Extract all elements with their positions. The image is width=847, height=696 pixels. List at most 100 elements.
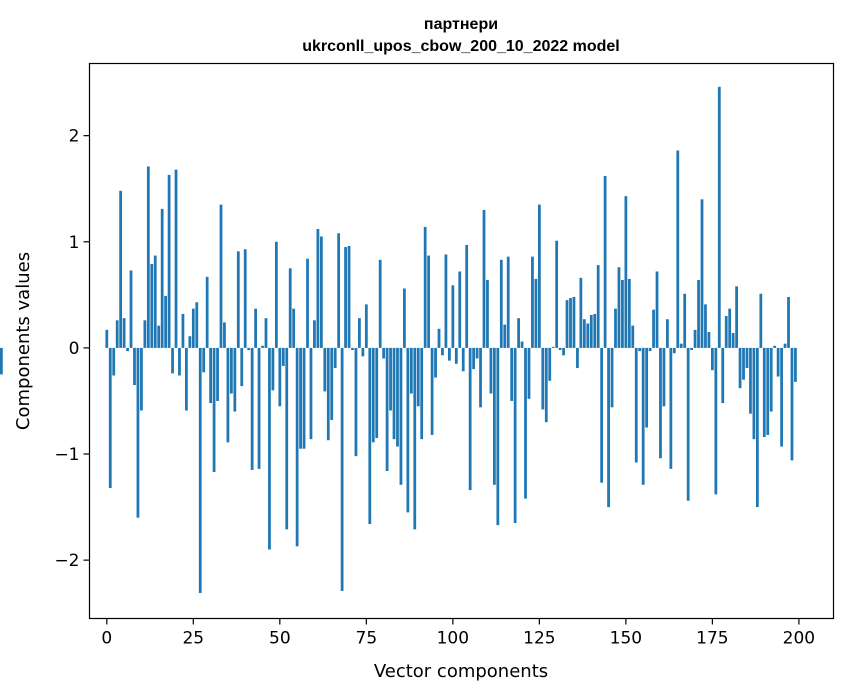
- bar: [406, 347, 410, 513]
- bar: [492, 347, 496, 485]
- bar: [354, 347, 358, 457]
- bar: [323, 347, 327, 392]
- bar: [534, 278, 538, 348]
- bar: [576, 347, 579, 369]
- chart-title: партнери: [424, 16, 498, 33]
- bar: [690, 347, 694, 351]
- bar: [717, 86, 721, 348]
- bar: [319, 236, 323, 348]
- x-tick-label: 200: [783, 629, 815, 649]
- bar: [603, 175, 607, 348]
- bar: [672, 347, 676, 354]
- bar: [517, 318, 520, 348]
- bar: [371, 347, 375, 443]
- bar: [465, 244, 469, 348]
- y-tick-label: 2: [69, 127, 80, 147]
- bar: [759, 293, 763, 348]
- bar: [416, 347, 420, 407]
- bar: [738, 347, 742, 389]
- bar: [676, 150, 680, 348]
- bar: [288, 268, 292, 348]
- bar: [375, 347, 379, 439]
- bar: [229, 347, 233, 394]
- bar: [704, 304, 707, 348]
- bar: [645, 347, 649, 428]
- bar: [420, 347, 424, 440]
- bar: [326, 347, 330, 441]
- bar: [652, 309, 655, 348]
- x-tick-label: 75: [356, 629, 378, 649]
- bar: [742, 347, 745, 380]
- bar: [697, 279, 700, 348]
- bar: [655, 271, 659, 348]
- bar: [627, 278, 631, 348]
- bar: [281, 347, 285, 366]
- bar: [610, 347, 614, 408]
- bar: [333, 347, 337, 369]
- bar: [496, 347, 500, 526]
- bar: [285, 347, 289, 530]
- bar: [513, 347, 517, 523]
- bar: [292, 308, 296, 348]
- bar: [268, 347, 271, 550]
- bar: [724, 316, 728, 348]
- bar: [181, 313, 185, 348]
- bar: [191, 308, 195, 348]
- bar: [520, 341, 524, 348]
- bar: [544, 347, 548, 423]
- bar: [361, 347, 365, 357]
- bar: [776, 347, 780, 377]
- bar: [340, 347, 344, 591]
- y-tick-label: −1: [54, 445, 79, 465]
- bar: [679, 343, 683, 348]
- bar: [295, 347, 299, 547]
- bar: [790, 347, 794, 461]
- bar: [271, 347, 275, 391]
- bar: [178, 347, 181, 376]
- bar: [710, 347, 714, 371]
- bar: [607, 347, 610, 508]
- bar: [669, 347, 673, 469]
- bar: [783, 343, 787, 348]
- bar: [167, 174, 171, 348]
- bar: [714, 347, 718, 495]
- bar: [780, 347, 783, 447]
- bar: [337, 233, 341, 348]
- bar: [219, 204, 223, 348]
- bar: [126, 347, 129, 352]
- bar: [437, 328, 441, 348]
- bar: [264, 318, 268, 348]
- x-tick-label: 150: [610, 629, 642, 649]
- bar: [226, 347, 230, 443]
- bar: [233, 347, 237, 412]
- bar: [558, 347, 562, 351]
- bar: [634, 347, 638, 463]
- y-axis-label: Components values: [13, 252, 34, 430]
- bar: [773, 345, 777, 348]
- bar: [454, 347, 458, 364]
- y-tick-label: 1: [69, 233, 80, 253]
- bar: [160, 208, 164, 348]
- bar: [254, 308, 257, 348]
- bar: [461, 347, 465, 372]
- bar: [527, 347, 531, 399]
- bar: [441, 347, 444, 356]
- bar: [769, 347, 773, 412]
- bar: [648, 347, 652, 352]
- bar: [479, 347, 482, 408]
- bar: [482, 209, 486, 348]
- bar: [205, 276, 209, 348]
- bar: [641, 347, 645, 485]
- bar: [749, 347, 752, 414]
- bar: [389, 347, 392, 411]
- bar: [662, 347, 666, 407]
- bar: [745, 347, 749, 369]
- bar: [202, 347, 206, 373]
- bar: [728, 308, 732, 348]
- bar: [188, 336, 192, 348]
- bar: [212, 347, 216, 473]
- bar: [302, 347, 306, 449]
- bar: [551, 346, 555, 348]
- bar: [185, 347, 188, 411]
